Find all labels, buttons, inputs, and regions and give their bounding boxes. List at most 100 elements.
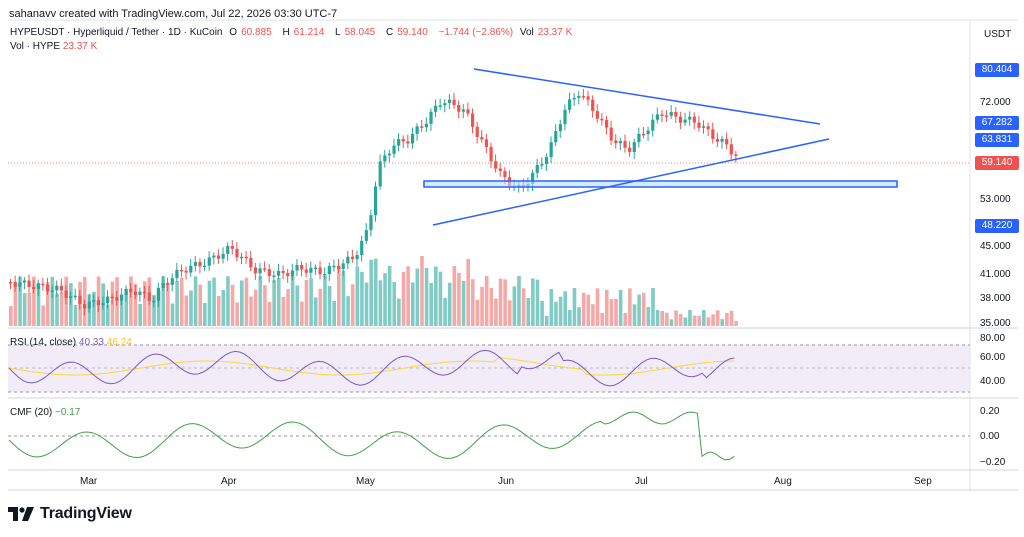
symbol-title[interactable]: HYPEUSDT · Hyperliquid / Tether · 1D · K… <box>10 27 223 38</box>
candle-body <box>216 255 221 259</box>
candle-body <box>309 267 313 273</box>
volume-bar <box>443 297 447 326</box>
volume-bar <box>651 288 655 326</box>
candle-body <box>577 95 581 98</box>
volume-bar <box>678 314 683 326</box>
volume-bar <box>429 282 434 326</box>
candle-body <box>734 154 738 156</box>
upper-trendline[interactable] <box>473 68 821 125</box>
cmf-legend[interactable]: CMF (20) −0.17 <box>10 407 80 418</box>
volume-bar <box>36 282 41 326</box>
candle-body <box>540 164 544 166</box>
volume-bar <box>286 289 290 326</box>
candle-body <box>87 301 91 309</box>
candle-body <box>355 255 359 260</box>
candle-body <box>13 282 17 287</box>
candle-body <box>715 138 720 142</box>
volume-bar <box>489 287 494 326</box>
rsi-legend[interactable]: RSI (14, close) 40.33 46.24 <box>10 337 132 348</box>
volume-bar <box>193 276 198 326</box>
footer-branding: TradingView <box>8 505 132 523</box>
candle-body <box>503 171 507 178</box>
volume-bar <box>438 271 443 326</box>
volume-bar <box>406 266 410 326</box>
candle-body <box>244 256 248 259</box>
volume-bar <box>129 276 133 326</box>
volume-bar <box>531 278 535 326</box>
volume-bar <box>447 282 452 326</box>
volume-bar <box>702 310 706 326</box>
ohlc-legend: HYPEUSDT · Hyperliquid / Tether · 1D · K… <box>10 27 580 38</box>
volume-bar <box>276 277 281 326</box>
candle-body <box>720 138 724 142</box>
candle-body <box>614 140 618 144</box>
volume-bar <box>424 267 429 326</box>
candle-body <box>142 291 147 294</box>
volume-bar <box>517 276 521 326</box>
price-tick: 35.000 <box>980 318 1011 329</box>
candle-body <box>258 268 262 274</box>
volume-bar <box>27 292 32 326</box>
candle-body <box>641 133 646 136</box>
volume-bar <box>55 293 59 326</box>
candle-body <box>101 303 105 306</box>
volume-bar <box>618 290 623 326</box>
low-value: 58.045 <box>344 27 376 38</box>
candle-body <box>124 288 128 295</box>
volume-bar <box>471 279 475 326</box>
volume-bar <box>92 291 96 326</box>
volume-bar <box>341 270 346 326</box>
candle-body <box>581 95 586 98</box>
candle-body <box>632 142 636 152</box>
candle-body <box>119 294 124 301</box>
candle-body <box>466 109 470 114</box>
candle-body <box>637 133 641 143</box>
candle-body <box>669 111 673 116</box>
volume-bar <box>581 292 586 326</box>
cmf-label: CMF (20) <box>10 407 53 418</box>
volume-bar <box>240 280 244 326</box>
price-tick: 72.000 <box>980 97 1011 108</box>
candle-body <box>36 283 40 289</box>
volume-bar <box>281 296 286 326</box>
support-zone[interactable] <box>423 180 898 188</box>
candle-body <box>73 295 77 298</box>
chart-attribution: sahanavv created with TradingView.com, J… <box>9 8 338 20</box>
candle-body <box>646 130 650 135</box>
volume-bar <box>392 282 397 326</box>
currency-label[interactable]: USDT <box>984 29 1012 40</box>
volume-bar <box>554 301 558 326</box>
candle-body <box>360 240 364 256</box>
candle-body <box>586 96 590 100</box>
volume-bar <box>373 258 378 326</box>
candle-body <box>263 268 267 270</box>
candle-body <box>32 286 36 289</box>
volume-bar <box>512 286 517 326</box>
volume-bar <box>138 303 142 326</box>
volume-bar <box>22 293 27 326</box>
volume-bar <box>378 280 383 326</box>
candle-body <box>410 133 415 144</box>
volume-bar <box>637 294 641 326</box>
candle-body <box>337 265 341 269</box>
candle-body <box>341 263 345 269</box>
candle-body <box>595 111 599 119</box>
volume-hype-label[interactable]: Vol · HYPE <box>10 41 61 52</box>
candle-body <box>443 103 447 106</box>
candle-body <box>230 245 234 249</box>
price-tag: 48.220 <box>975 219 1019 233</box>
candle-body <box>397 139 401 146</box>
volume-bar <box>346 296 350 326</box>
lower-trendline[interactable] <box>432 138 830 226</box>
candle-body <box>549 142 553 158</box>
volume-bar <box>544 315 549 326</box>
time-tick: May <box>356 476 375 487</box>
volume-bar <box>383 273 387 326</box>
candle-body <box>434 105 438 112</box>
candle-body <box>628 147 632 152</box>
candle-body <box>272 275 276 278</box>
candle-body <box>369 215 373 231</box>
candle-body <box>78 295 82 304</box>
candle-body <box>9 282 13 284</box>
